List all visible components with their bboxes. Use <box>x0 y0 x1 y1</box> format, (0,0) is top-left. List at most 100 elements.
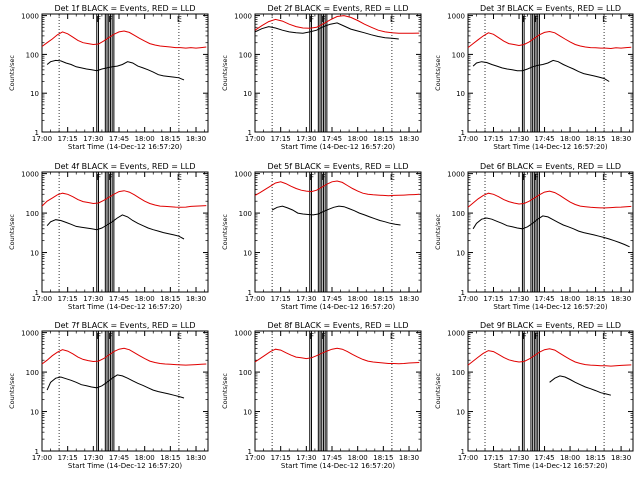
x-tick-label: 18:00 <box>135 295 155 303</box>
x-tick-label: 17:45 <box>534 295 554 303</box>
lld-series-line <box>41 190 207 208</box>
x-tick-label: 18:30 <box>399 135 419 143</box>
chart-title: Det 9f BLACK = Events, RED = LLD <box>480 321 621 330</box>
x-tick-label: 18:15 <box>585 295 605 303</box>
y-tick-label: 1000 <box>447 13 465 21</box>
x-axis-label: Start Time (14-Dec-12 16:57:20) <box>281 143 395 151</box>
x-tick-label: 18:30 <box>399 295 419 303</box>
y-tick-label: 1000 <box>447 171 465 179</box>
chart-title: Det 5f BLACK = Events, RED = LLD <box>267 162 408 171</box>
y-axis-label: Counts/sec <box>8 214 16 250</box>
flag-marker: F <box>309 332 314 341</box>
flag-marker: E <box>177 173 182 182</box>
lld-series-line <box>254 15 420 34</box>
y-tick-label: 1000 <box>21 330 39 338</box>
x-tick-label: 17:15 <box>58 454 78 462</box>
flag-marker: E <box>602 332 607 341</box>
x-axis-label: Start Time (14-Dec-12 16:57:20) <box>281 303 395 311</box>
x-tick-label: 18:15 <box>373 135 393 143</box>
x-tick-label: 17:15 <box>58 135 78 143</box>
x-tick-label: 17:15 <box>271 135 291 143</box>
plot-frame <box>41 171 209 293</box>
x-tick-label: 18:30 <box>611 295 631 303</box>
x-tick-label: 17:15 <box>58 295 78 303</box>
x-tick-label: 18:15 <box>585 454 605 462</box>
y-tick-label: 100 <box>239 210 252 218</box>
x-tick-label: 17:45 <box>534 135 554 143</box>
y-tick-label: 100 <box>452 210 465 218</box>
panels: Det 1f BLACK = Events, RED = LLD 1 10 100 10… <box>8 4 634 470</box>
x-tick-label: 17:00 <box>32 135 52 143</box>
flag-marker: E <box>602 173 607 182</box>
y-tick-label: 1 <box>35 448 39 456</box>
flag-marker: E <box>390 173 395 182</box>
chart-title: Det 4f BLACK = Events, RED = LLD <box>54 162 195 171</box>
y-tick-label: 10 <box>243 409 252 417</box>
x-tick-label: 18:30 <box>186 295 206 303</box>
flag-marker: F <box>534 15 539 24</box>
chart-title: Det 3f BLACK = Events, RED = LLD <box>480 4 621 13</box>
flag-marker: F <box>96 173 101 182</box>
flag-marker: F <box>534 332 539 341</box>
lld-series-line <box>41 347 207 366</box>
x-tick-label: 17:00 <box>245 454 265 462</box>
chart-panel-5: Det 5f BLACK = Events, RED = LLD 1 10 100 10… <box>221 162 422 311</box>
x-tick-label: 17:30 <box>296 135 316 143</box>
y-tick-label: 100 <box>239 369 252 377</box>
chart-title: Det 7f BLACK = Events, RED = LLD <box>54 321 195 330</box>
x-axis-label: Start Time (14-Dec-12 16:57:20) <box>493 462 607 470</box>
x-tick-label: 18:00 <box>135 135 155 143</box>
x-tick-label: 17:30 <box>83 454 103 462</box>
lld-series-line <box>467 190 632 209</box>
y-tick-label: 1 <box>35 289 39 297</box>
y-tick-label: 100 <box>452 369 465 377</box>
x-tick-label: 17:00 <box>245 135 265 143</box>
y-tick-label: 10 <box>456 409 465 417</box>
y-axis-label: Counts/sec <box>221 55 229 91</box>
y-tick-label: 10 <box>456 250 465 258</box>
flag-marker: F <box>534 173 539 182</box>
x-axis-label: Start Time (14-Dec-12 16:57:20) <box>68 462 182 470</box>
chart-panel-2: Det 2f BLACK = Events, RED = LLD 1 10 100 10… <box>221 4 422 151</box>
y-tick-label: 10 <box>243 90 252 98</box>
x-tick-label: 18:00 <box>348 135 368 143</box>
y-tick-label: 10 <box>30 90 39 98</box>
lld-series-line <box>41 30 207 49</box>
y-tick-label: 1000 <box>21 13 39 21</box>
flag-marker: E <box>177 15 182 24</box>
y-axis-label: Counts/sec <box>434 214 442 250</box>
plot-frame <box>254 171 422 293</box>
y-axis-label: Counts/sec <box>8 55 16 91</box>
x-tick-label: 17:00 <box>32 295 52 303</box>
x-tick-label: 17:00 <box>245 295 265 303</box>
lld-series-line <box>254 180 420 197</box>
y-axis-label: Counts/sec <box>8 373 16 409</box>
y-tick-label: 1 <box>248 129 252 137</box>
x-tick-label: 18:30 <box>186 454 206 462</box>
x-tick-label: 17:30 <box>296 454 316 462</box>
flag-marker: F <box>96 15 101 24</box>
y-axis-label: Counts/sec <box>221 214 229 250</box>
y-tick-label: 1000 <box>234 13 252 21</box>
flag-marker: F <box>522 173 527 182</box>
y-tick-label: 10 <box>243 250 252 258</box>
chart-title: Det 6f BLACK = Events, RED = LLD <box>480 162 621 171</box>
y-tick-label: 1 <box>35 129 39 137</box>
y-tick-label: 1 <box>461 289 465 297</box>
chart-title: Det 2f BLACK = Events, RED = LLD <box>267 4 408 13</box>
events-series-line <box>472 59 610 82</box>
x-tick-label: 18:30 <box>399 454 419 462</box>
flag-marker: F <box>309 15 314 24</box>
flag-marker: E <box>602 15 607 24</box>
y-tick-label: 10 <box>30 250 39 258</box>
flag-marker: F <box>96 332 101 341</box>
y-tick-label: 10 <box>30 409 39 417</box>
chart-panel-1: Det 1f BLACK = Events, RED = LLD 1 10 100 10… <box>8 4 209 151</box>
y-tick-label: 100 <box>452 51 465 59</box>
plot-frame <box>467 330 634 452</box>
x-tick-label: 17:00 <box>32 454 52 462</box>
y-axis-label: Counts/sec <box>434 55 442 91</box>
x-tick-label: 17:15 <box>483 454 503 462</box>
chart-panel-6: Det 6f BLACK = Events, RED = LLD 1 10 100 10… <box>434 162 634 311</box>
x-tick-label: 17:30 <box>509 295 529 303</box>
